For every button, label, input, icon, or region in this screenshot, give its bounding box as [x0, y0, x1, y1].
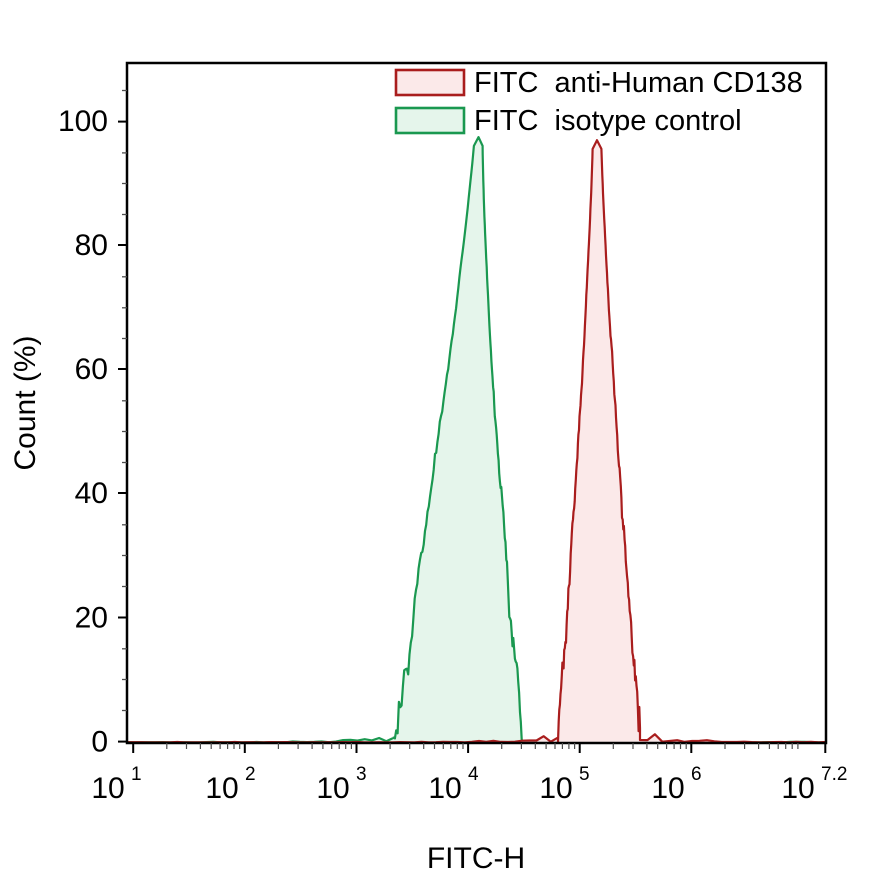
svg-text:10: 10: [91, 772, 124, 805]
svg-text:10: 10: [205, 772, 238, 805]
svg-text:80: 80: [75, 229, 108, 262]
svg-text:7.2: 7.2: [821, 764, 847, 785]
svg-text:60: 60: [75, 353, 108, 386]
svg-text:0: 0: [91, 726, 108, 759]
svg-text:Count (%): Count (%): [9, 335, 42, 470]
svg-text:FITC-H: FITC-H: [427, 842, 525, 875]
svg-text:40: 40: [75, 477, 108, 510]
svg-text:10: 10: [651, 772, 684, 805]
svg-text:10: 10: [316, 772, 349, 805]
svg-text:4: 4: [468, 764, 479, 785]
svg-text:1: 1: [131, 764, 142, 785]
svg-text:5: 5: [579, 764, 590, 785]
svg-text:6: 6: [691, 764, 702, 785]
svg-text:FITC isotype control: FITC isotype control: [474, 105, 742, 137]
svg-text:100: 100: [58, 105, 108, 138]
svg-text:3: 3: [356, 764, 367, 785]
svg-text:20: 20: [75, 602, 108, 635]
svg-text:2: 2: [245, 764, 256, 785]
svg-text:10: 10: [781, 772, 814, 805]
svg-text:10: 10: [539, 772, 572, 805]
svg-text:FITC anti-Human CD138: FITC anti-Human CD138: [474, 67, 803, 99]
svg-text:10: 10: [428, 772, 461, 805]
